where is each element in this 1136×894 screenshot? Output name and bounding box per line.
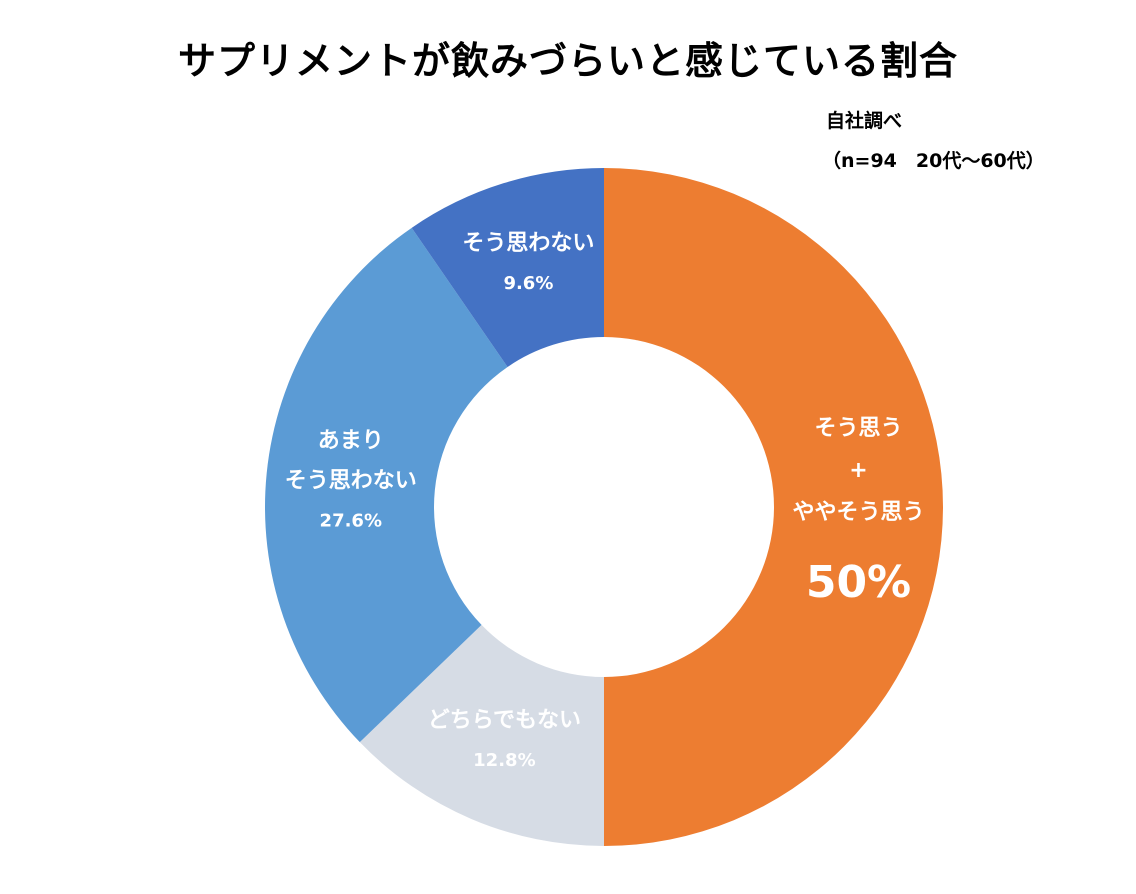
- slice-3-value-label: 27.6%: [320, 510, 382, 531]
- slice-1-label-line-1: そう思う: [814, 416, 902, 441]
- slice-4-value-label: 9.6%: [503, 273, 553, 294]
- slice-2-label-line-1: どちらでもない: [428, 708, 581, 733]
- slice-1-label-line-2: +: [849, 458, 867, 483]
- donut-slice-3: [264, 227, 508, 743]
- donut-slice-4: [411, 168, 604, 367]
- sample-note: （n=94 20代～60代）: [822, 150, 1045, 172]
- slice-1-value-label: 50%: [806, 557, 911, 608]
- source-note: 自社調べ: [826, 110, 903, 132]
- chart-title: サプリメントが飲みづらいと感じている割合: [177, 39, 958, 83]
- slice-1-label-line-3: ややそう思う: [792, 500, 924, 525]
- slice-4-label-line-1: そう思わない: [462, 231, 594, 256]
- slice-3-label-line-1: あまり: [318, 428, 384, 453]
- slice-2-value-label: 12.8%: [473, 750, 535, 771]
- donut-slice-2: [359, 624, 604, 846]
- donut-slice-1: [604, 168, 943, 846]
- slice-3-label-line-2: そう思わない: [285, 468, 417, 493]
